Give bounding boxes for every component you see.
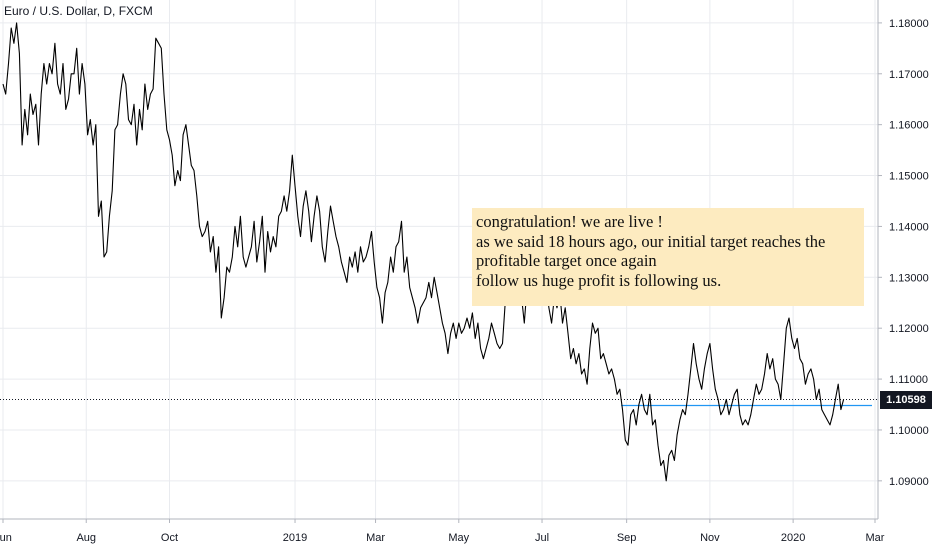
y-tick-label: 1.15000 — [889, 171, 929, 183]
x-tick-label: Oct — [161, 532, 178, 544]
series-layer — [0, 22, 878, 482]
x-tick-label: Mar — [866, 532, 885, 544]
y-tick-label: 1.13000 — [889, 272, 929, 284]
y-tick-label: 1.17000 — [889, 69, 929, 81]
chart-title: Euro / U.S. Dollar, D, FXCM — [4, 4, 153, 18]
price-series-line — [2, 22, 845, 482]
note-line-3: profitable target once again — [476, 251, 657, 270]
y-tick-label: 1.09000 — [889, 476, 929, 488]
x-tick-label: Mar — [366, 532, 385, 544]
x-tick-label: Nov — [700, 532, 720, 544]
note-line-2: as we said 18 hours ago, our initial tar… — [476, 231, 826, 251]
y-tick-label: 1.14000 — [889, 221, 929, 233]
y-tick-label: 1.11000 — [889, 374, 928, 386]
x-tick-label: Sep — [617, 532, 637, 544]
note-line-1: congratulation! we are live ! — [476, 212, 663, 231]
y-tick-label: 1.10000 — [889, 425, 929, 437]
y-tick-label: 1.12000 — [889, 323, 929, 335]
x-tick-label: 2019 — [283, 532, 307, 544]
x-tick-label: May — [448, 532, 469, 544]
y-tick-label: 1.16000 — [889, 120, 929, 132]
x-tick-label: Jul — [535, 532, 549, 544]
x-tick-label: 2020 — [781, 532, 805, 544]
y-tick-label: 1.18000 — [889, 18, 929, 30]
current-price-label: 1.10598 — [880, 390, 932, 409]
x-tick-label: Aug — [76, 532, 96, 544]
x-tick-label: Jun — [0, 532, 12, 544]
note-line-4: follow us huge profit is following us. — [476, 270, 722, 290]
annotation-note: congratulation! we are live ! as we said… — [472, 208, 864, 306]
